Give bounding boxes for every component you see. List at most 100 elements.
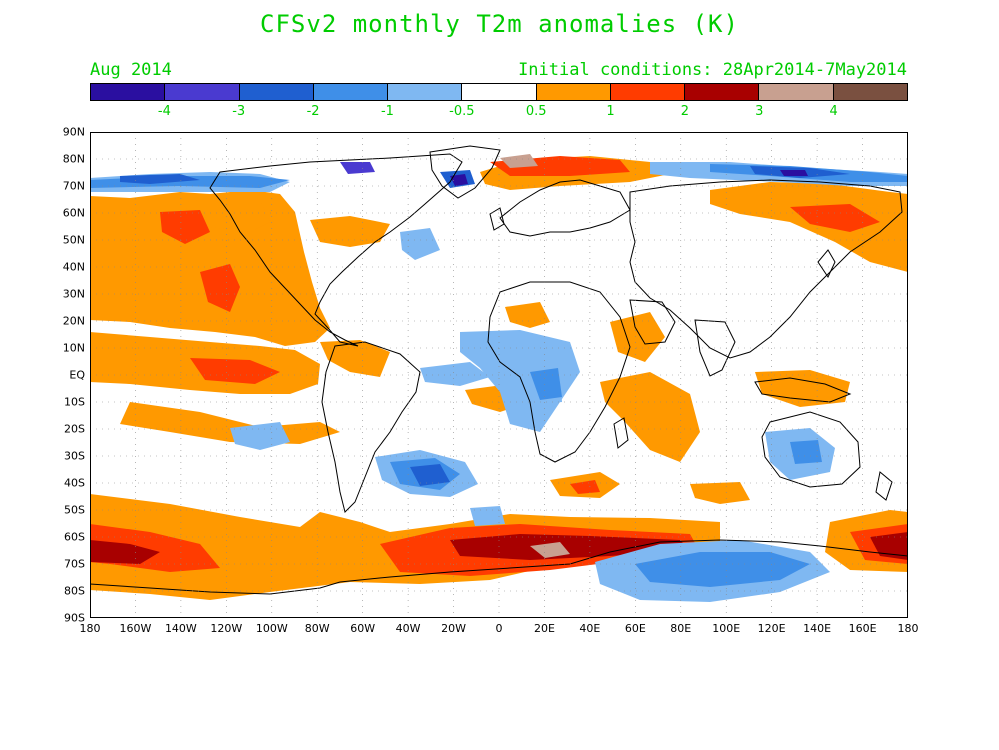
- longitude-label: 100W: [255, 622, 288, 635]
- latitude-label: 20S: [64, 422, 85, 436]
- asia-coast: [629, 179, 903, 359]
- latitude-label: 60S: [64, 530, 85, 544]
- longitude-label: 40E: [579, 622, 601, 635]
- colorbar-tick-label: -2: [306, 104, 320, 119]
- colorbar-tick-label: 1: [606, 104, 615, 119]
- longitude-label: 120W: [210, 622, 243, 635]
- colorbar-tick-label: -0.5: [449, 104, 475, 119]
- extreme-warm-regions: [500, 154, 570, 558]
- north-pacific-strong-warm: [200, 264, 240, 312]
- latitude-label: 70N: [62, 179, 85, 193]
- india-coast: [694, 319, 736, 377]
- canada-warm-region: [185, 196, 270, 232]
- colorbar-tick-label: -1: [380, 104, 394, 119]
- latitude-label: 90S: [64, 611, 85, 625]
- north-atlantic-warm-region: [310, 216, 390, 247]
- southern-pacific-very-warm: [90, 540, 160, 564]
- africa-south-strong-warm: [570, 480, 600, 494]
- latitude-label: 50N: [62, 233, 85, 247]
- longitude-label: 80E: [670, 622, 692, 635]
- longitude-label: 180: [897, 622, 919, 635]
- latitude-label: 10N: [62, 341, 85, 355]
- latitude-label: 80N: [62, 152, 85, 166]
- colorbar-segment: [759, 84, 834, 100]
- australia-south-warm-patch: [690, 482, 750, 504]
- antarctica-coast: [90, 539, 908, 595]
- longitude-label: 20W: [441, 622, 466, 635]
- siberia-warm-region: [710, 182, 908, 272]
- longitude-label: 0: [495, 622, 503, 635]
- colorbar-segment: [388, 84, 463, 100]
- longitude-label: 160W: [119, 622, 152, 635]
- west-africa-warm-patch: [505, 302, 550, 328]
- eastern-pacific-strong-warm: [190, 358, 280, 384]
- latitude-label: 30S: [64, 449, 85, 463]
- tropical-atlantic-cool-region: [420, 362, 490, 386]
- latitude-label: 40S: [64, 476, 85, 490]
- latitude-label: 40N: [62, 260, 85, 274]
- south-pacific-cool-region: [230, 422, 290, 450]
- africa-strong-cool: [530, 368, 562, 400]
- colorbar-tick-label: 0.5: [525, 104, 547, 119]
- longitude-label: 140W: [164, 622, 197, 635]
- uk-coast: [489, 207, 505, 231]
- atlantic-subtropical-cool: [400, 228, 440, 260]
- latitude-label: 70S: [64, 557, 85, 571]
- longitude-label: 60W: [350, 622, 376, 635]
- graticule: [90, 132, 908, 618]
- greenland-coast: [429, 145, 501, 199]
- colorbar: [90, 83, 908, 101]
- south-america-coast: [321, 341, 421, 513]
- greenland-extreme-cool: [450, 174, 468, 186]
- map-frame: [90, 132, 908, 618]
- latitude-label: 60N: [62, 206, 85, 220]
- antarctic-extreme-warm: [530, 542, 570, 558]
- antarctica-strong-cool: [635, 552, 810, 587]
- latitude-label: 10S: [64, 395, 85, 409]
- south-atlantic-very-cool: [410, 464, 450, 486]
- madagascar-coast: [613, 417, 629, 449]
- anomaly-map: [90, 132, 908, 618]
- siberia-strong-warm: [790, 204, 880, 232]
- longitude-label: 140E: [803, 622, 832, 635]
- colorbar-tick-label: 2: [680, 104, 690, 119]
- colorbar-segment: [91, 84, 166, 100]
- arabia-coast: [629, 299, 676, 345]
- australia-coast: [761, 411, 861, 488]
- colorbar-segment: [685, 84, 760, 100]
- latitude-label: 20N: [62, 314, 85, 328]
- latitude-label: 50S: [64, 503, 85, 517]
- indonesia-coast: [754, 377, 852, 403]
- indian-ocean-warm-region: [600, 372, 700, 462]
- arctic-extreme-cool: [340, 162, 375, 174]
- longitude-label: 20E: [533, 622, 555, 635]
- initial-conditions-label: Initial conditions: 28Apr2014-7May2014: [518, 60, 907, 80]
- western-australia-cool: [470, 506, 505, 526]
- colorbar-tick-label: -3: [232, 104, 246, 119]
- longitude-label: 40W: [395, 622, 421, 635]
- latitude-label: 30N: [62, 287, 85, 301]
- colorbar-segment: [462, 84, 537, 100]
- arabia-warm-region: [610, 312, 665, 362]
- extreme-cool-regions: [340, 162, 808, 186]
- longitude-label: 60E: [624, 622, 646, 635]
- colorbar-segment: [610, 84, 686, 100]
- colorbar-tick-label: 3: [755, 104, 764, 119]
- central-africa-cool-region: [460, 330, 580, 432]
- colorbar-segment: [239, 84, 314, 100]
- colorbar-labels: -4 -3 -2 -1 -0.5 0.5 1 2 3 4: [90, 104, 908, 120]
- pacific-alaska-strong-warm: [160, 210, 210, 244]
- caribbean-warm-region: [320, 340, 390, 377]
- map-title: CFSv2 monthly T2m anomalies (K): [260, 10, 739, 38]
- longitude-label: 180: [79, 622, 101, 635]
- latitude-label: EQ: [69, 368, 85, 382]
- colorbar-segment: [165, 84, 240, 100]
- japan-coast: [817, 249, 836, 279]
- latitude-label: 90N: [62, 125, 85, 139]
- valid-month-label: Aug 2014: [90, 60, 172, 80]
- arctic-extreme-warm: [500, 154, 538, 168]
- arctic-very-cool: [120, 174, 200, 184]
- colorbar-segment: [833, 84, 907, 100]
- longitude-label: 80W: [304, 622, 330, 635]
- colorbar-tick-label: -4: [157, 104, 171, 119]
